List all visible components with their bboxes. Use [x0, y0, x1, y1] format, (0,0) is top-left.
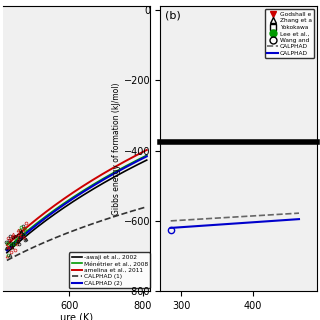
Text: (b): (b) [165, 11, 180, 21]
Y-axis label: Gibbs energy of formation (kJ/mol): Gibbs energy of formation (kJ/mol) [112, 83, 121, 215]
X-axis label: ure (K): ure (K) [60, 312, 93, 320]
Legend: -awaji et al., 2002, Ménétrier et al., 2008, amelina et al., 2011, CALPHAD (1), : -awaji et al., 2002, Ménétrier et al., 2… [69, 252, 150, 288]
Legend: Godshall e, Zhang et a, Yokokawa, Lee et al.,, Wang and, CALPHAD, CALPHAD: Godshall e, Zhang et a, Yokokawa, Lee et… [265, 9, 314, 58]
